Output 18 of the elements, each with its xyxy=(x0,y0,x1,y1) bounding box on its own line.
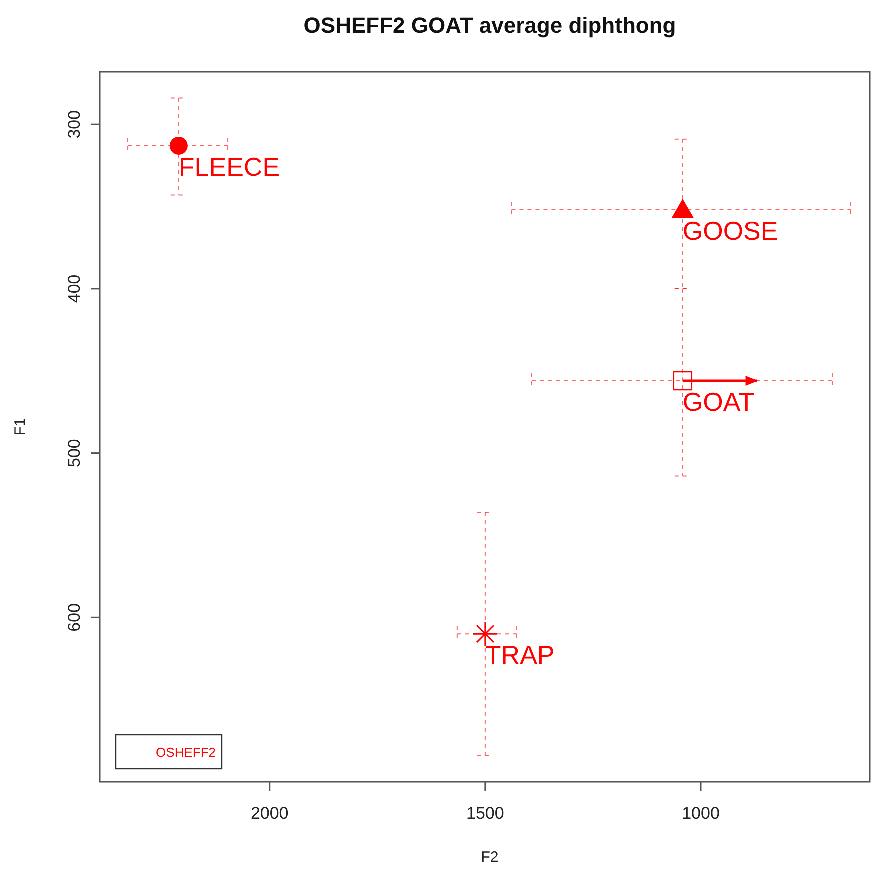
annotation: GOAT xyxy=(682,386,755,417)
y-tick-label: 300 xyxy=(65,110,84,139)
annotation: FLEECE xyxy=(178,152,280,182)
point xyxy=(170,136,188,155)
annotation: TRAP xyxy=(485,640,555,670)
y-tick-label: 500 xyxy=(65,439,84,468)
annotation: OSHEFF2 xyxy=(156,745,216,760)
chart-title: OSHEFF2 GOAT average diphthong xyxy=(304,13,676,38)
x-tick-label: 1500 xyxy=(466,804,504,823)
y-tick-label: 400 xyxy=(65,274,84,304)
x-axis-title: F2 xyxy=(481,849,499,866)
y-axis-title: F1 xyxy=(12,418,29,436)
annotation: GOOSE xyxy=(682,216,778,246)
y-tick-label: 600 xyxy=(65,603,84,632)
point xyxy=(672,199,694,218)
x-tick-label: 1000 xyxy=(682,804,720,823)
point xyxy=(673,371,693,391)
x-tick-label: 2000 xyxy=(250,804,289,823)
